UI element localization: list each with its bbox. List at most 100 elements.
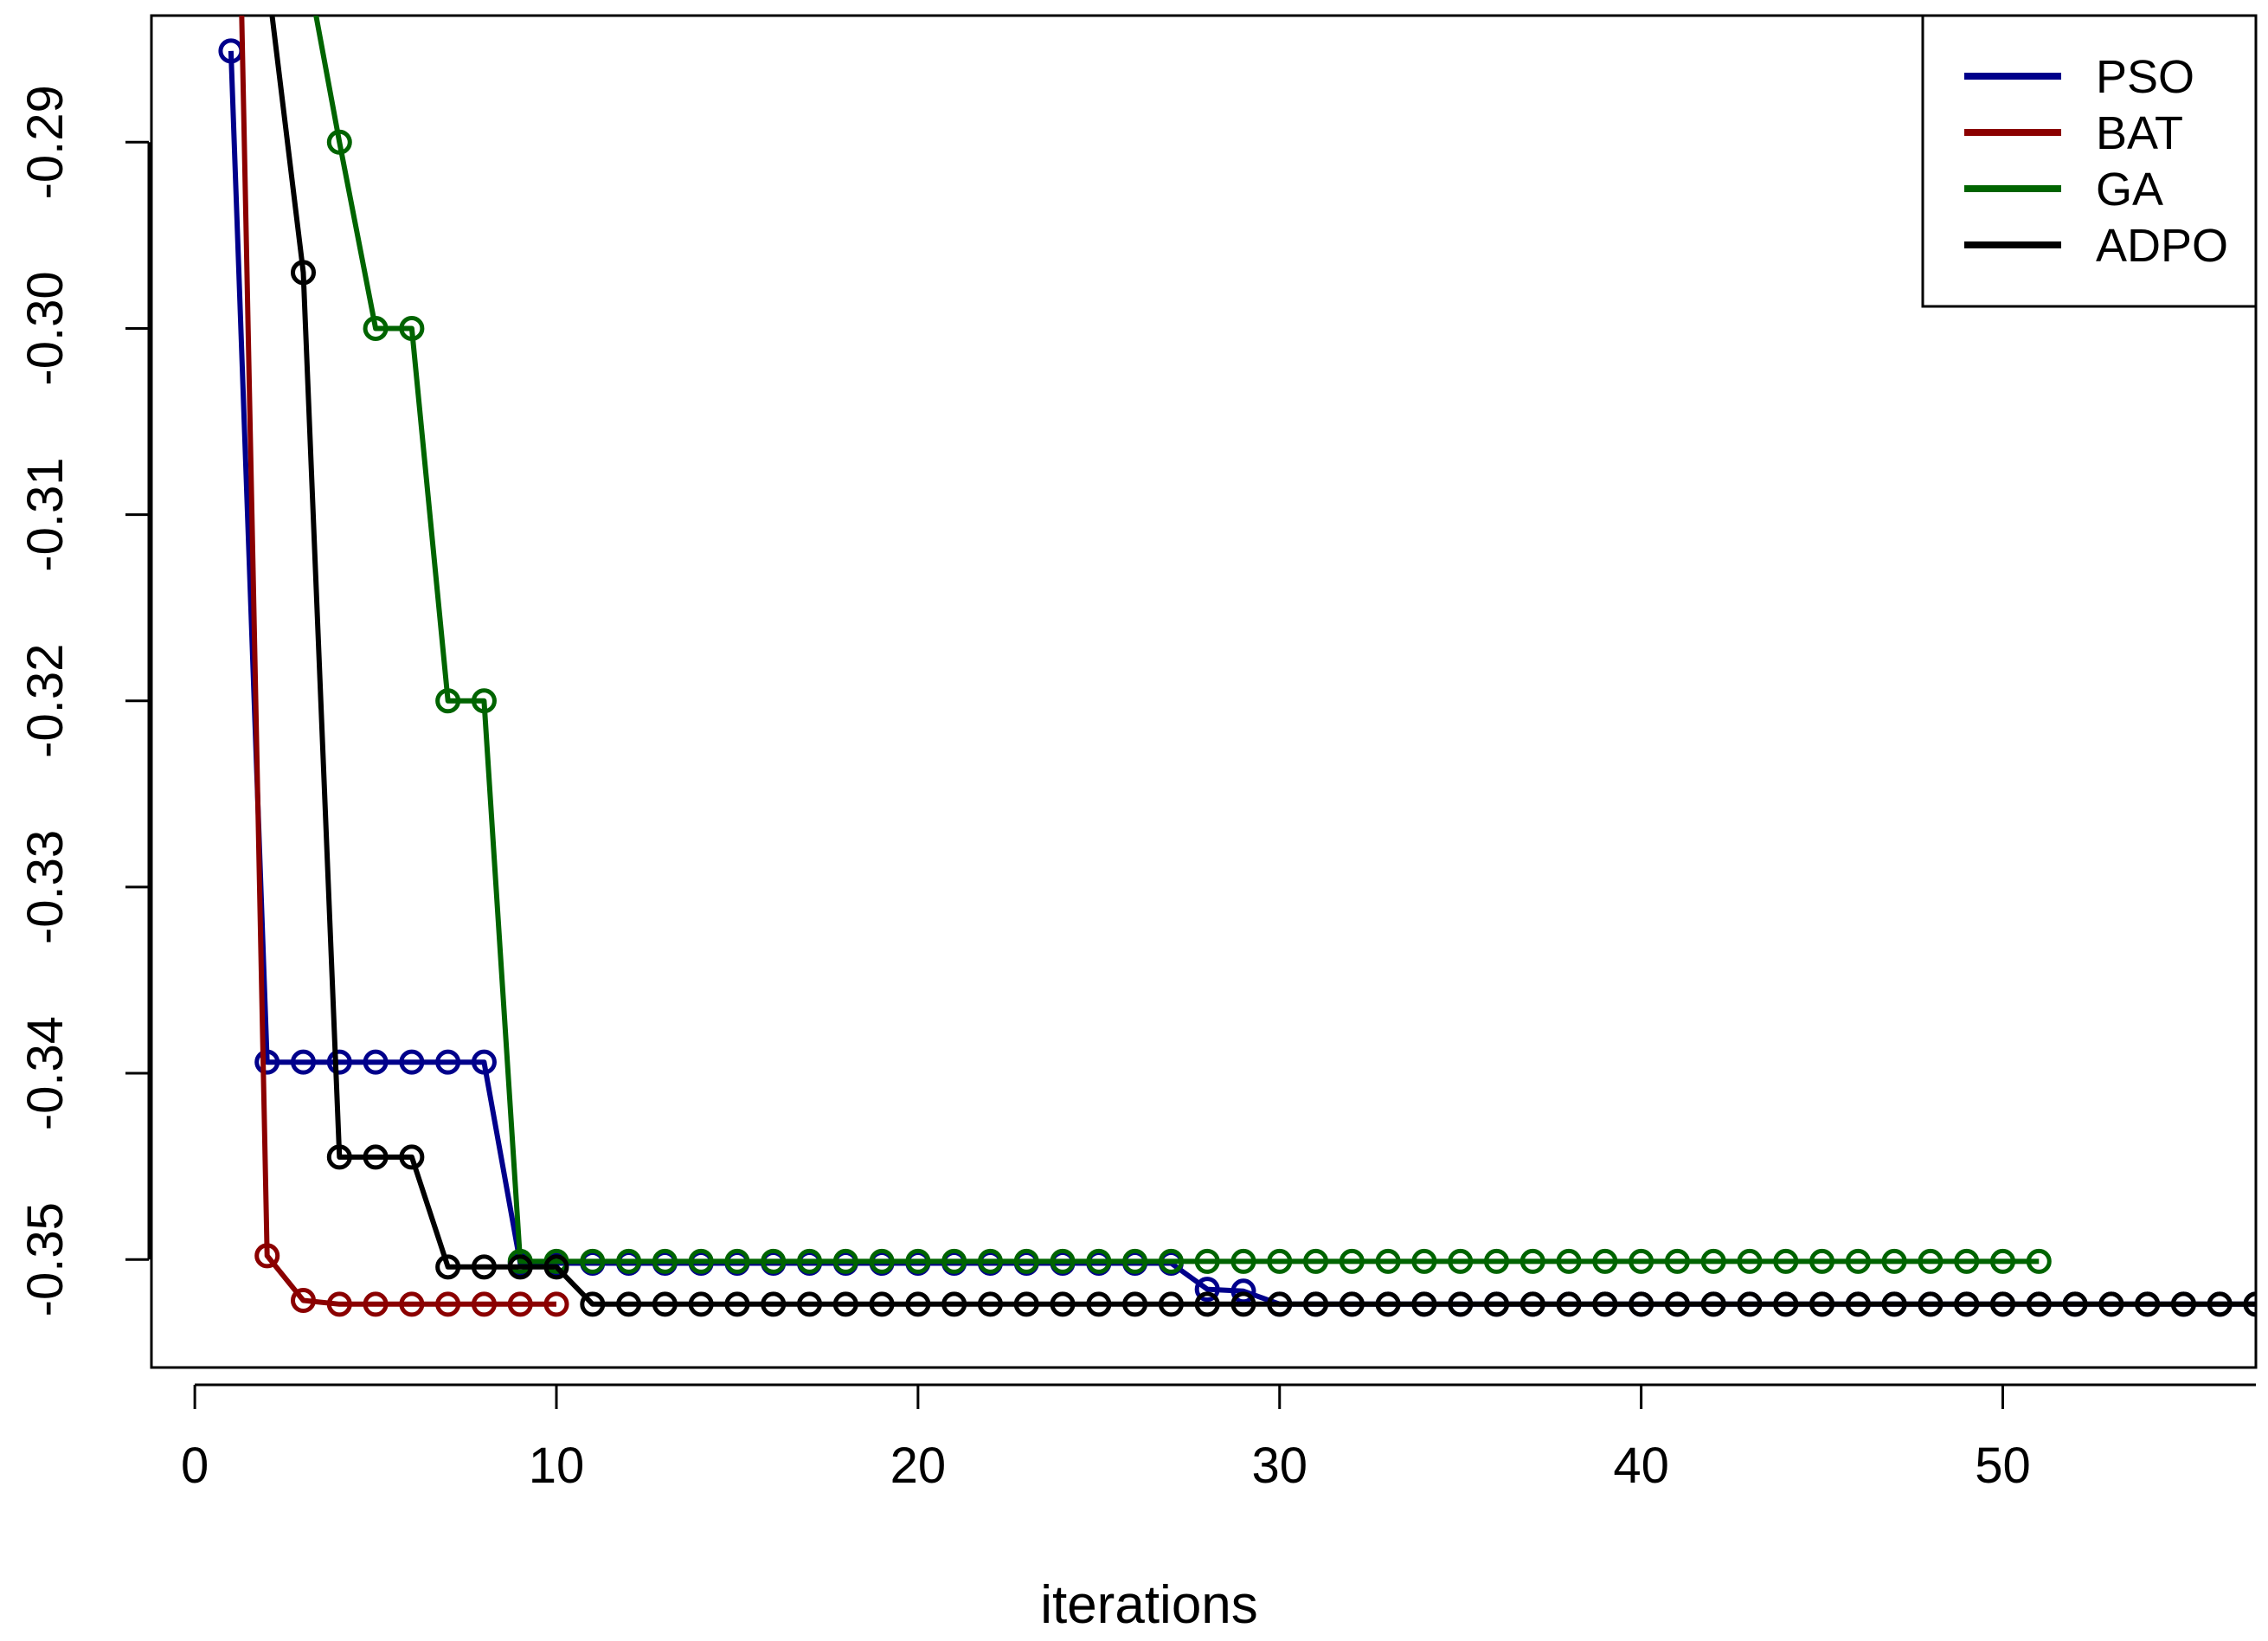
data-point-ga [399,315,425,341]
data-point-adpo [2207,1291,2233,1317]
y-tick-label: -0.31 [17,458,74,572]
data-point-ga [1448,1248,1474,1274]
data-point-ga [471,688,497,714]
data-point-adpo [2062,1291,2088,1317]
series-line-ga [313,16,2040,1265]
series-adpo [269,16,2256,1317]
data-point-ga [363,315,389,341]
x-tick-label: 10 [529,1438,585,1494]
data-point-adpo [761,1291,787,1317]
data-point-ga [941,1248,967,1274]
data-point-adpo [1375,1291,1401,1317]
data-point-bat [363,1291,389,1317]
data-point-ga [761,1248,787,1274]
data-point-ga [1086,1248,1112,1274]
data-point-ga [797,1248,823,1274]
data-point-ga [2026,1248,2052,1274]
data-point-adpo [1339,1291,1365,1317]
x-tick-label: 30 [1251,1438,1307,1494]
data-point-bat [291,1288,317,1314]
data-point-adpo [1483,1291,1509,1317]
y-tick-label: -0.35 [17,1202,74,1316]
data-point-ga [1592,1248,1618,1274]
data-point-adpo [1918,1291,1944,1317]
data-point-adpo [435,1254,461,1280]
data-point-adpo [471,1254,497,1280]
data-point-adpo [1592,1291,1618,1317]
data-point-ga [616,1248,642,1274]
data-point-adpo [1954,1291,1980,1317]
data-point-adpo [507,1254,533,1280]
data-point-ga [832,1248,858,1274]
data-point-ga [435,688,461,714]
data-point-adpo [688,1291,714,1317]
x-axis: 0 10 20 30 40 50 [181,1383,2256,1494]
data-point-ga [1013,1248,1039,1274]
data-point-adpo [832,1291,858,1317]
y-tick-label: -0.34 [17,1016,74,1130]
x-tick-label: 20 [890,1438,947,1494]
data-point-ga [1881,1248,1907,1274]
data-point-pso [435,1049,461,1075]
data-point-ga [1267,1248,1293,1274]
data-point-bat [254,1243,280,1269]
x-tick-label: 0 [181,1438,209,1494]
data-point-ga [1411,1248,1437,1274]
data-point-adpo [1230,1291,1256,1317]
data-point-adpo [941,1291,967,1317]
data-point-pso [1230,1278,1256,1304]
y-tick-label: -0.30 [17,271,74,385]
data-point-adpo [291,260,317,286]
data-point-adpo [399,1144,425,1170]
series-line-bat [239,16,556,1307]
data-point-ga [724,1248,750,1274]
data-point-ga [580,1248,606,1274]
data-point-bat [543,1291,569,1317]
data-point-adpo [2243,1291,2256,1317]
data-point-adpo [797,1291,823,1317]
data-point-pso [363,1049,389,1075]
data-point-ga [1664,1248,1690,1274]
data-point-adpo [1448,1291,1474,1317]
data-point-adpo [2098,1291,2124,1317]
data-point-pso [471,1049,497,1075]
y-tick-label: -0.33 [17,830,74,944]
data-point-adpo [869,1291,895,1317]
legend-label-bat: BAT [2096,107,2183,159]
data-point-adpo [1194,1291,1220,1317]
data-point-adpo [905,1291,931,1317]
series-layer [218,16,2256,1317]
x-axis-title: iterations [1040,1575,1258,1635]
data-point-pso [399,1049,425,1075]
data-point-adpo [1700,1291,1726,1317]
data-point-ga [1809,1248,1835,1274]
data-point-ga [1629,1248,1654,1274]
data-point-adpo [1773,1291,1799,1317]
data-point-ga [1773,1248,1799,1274]
data-point-ga [688,1248,714,1274]
legend-label-adpo: ADPO [2096,220,2228,272]
data-point-ga [1918,1248,1944,1274]
data-point-adpo [580,1291,606,1317]
data-point-ga [905,1248,931,1274]
data-point-ga [1519,1248,1545,1274]
data-point-adpo [1519,1291,1545,1317]
data-point-bat [326,1291,352,1317]
data-point-ga [1737,1248,1763,1274]
data-point-ga [1122,1248,1148,1274]
data-point-adpo [1013,1291,1039,1317]
data-point-ga [1050,1248,1076,1274]
data-point-ga [652,1248,678,1274]
data-point-adpo [326,1144,352,1170]
data-point-adpo [1737,1291,1763,1317]
data-point-pso [291,1049,317,1075]
data-point-ga [1339,1248,1365,1274]
data-point-adpo [2135,1291,2161,1317]
data-point-adpo [1556,1291,1582,1317]
data-point-adpo [1122,1291,1148,1317]
data-point-adpo [616,1291,642,1317]
data-point-ga [1230,1248,1256,1274]
data-point-ga [977,1248,1003,1274]
